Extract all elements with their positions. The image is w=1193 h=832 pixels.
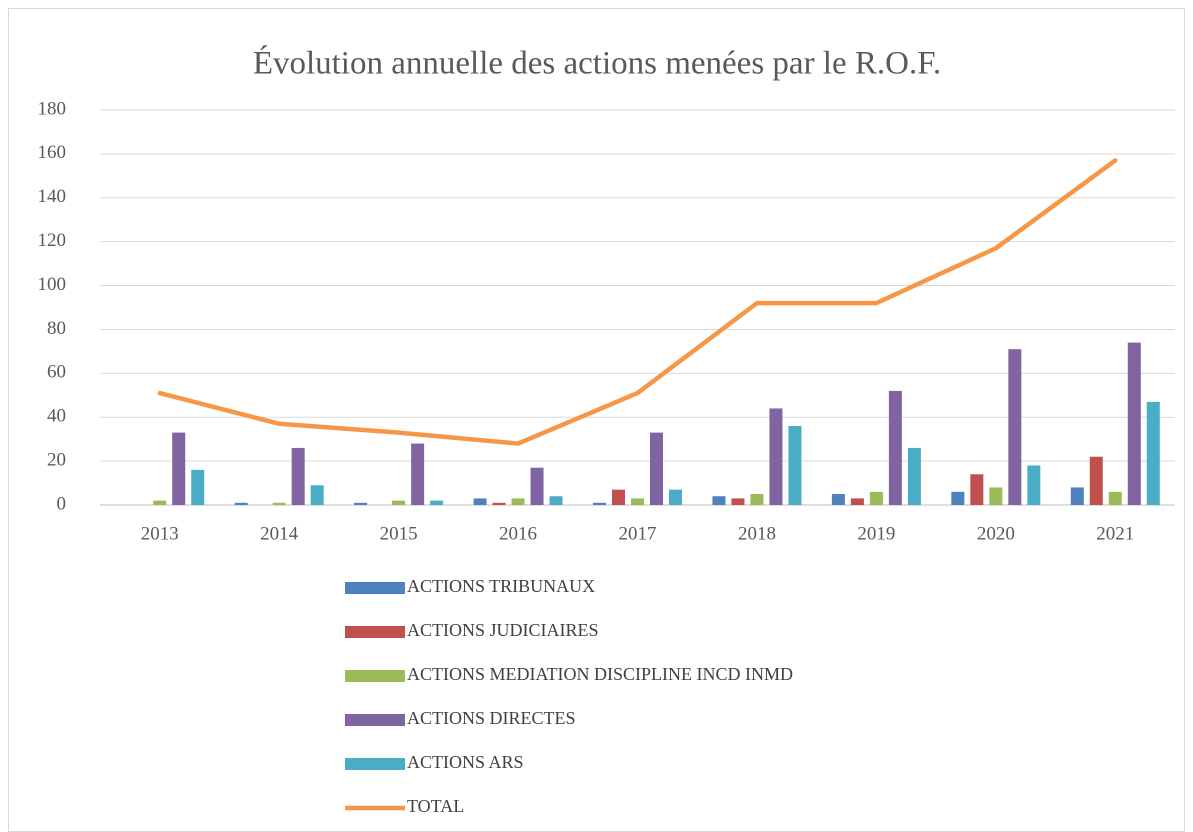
bar (530, 467, 544, 505)
bar (411, 443, 425, 505)
legend-swatch (345, 670, 405, 682)
x-tick-label: 2017 (619, 523, 657, 544)
y-tick-label: 140 (38, 186, 67, 207)
bar (1008, 349, 1022, 505)
bar (430, 500, 444, 505)
bar (1089, 456, 1103, 505)
x-tick-label: 2015 (380, 523, 418, 544)
y-tick-label: 80 (47, 318, 66, 339)
legend-label: ACTIONS ARS (407, 752, 524, 772)
bar (492, 502, 506, 505)
x-tick-label: 2016 (499, 523, 537, 544)
bar (593, 502, 606, 505)
y-tick-label: 100 (38, 274, 67, 295)
bar (392, 500, 406, 505)
y-tick-label: 0 (57, 493, 67, 514)
bar (769, 408, 783, 505)
bar (951, 491, 965, 505)
bar (750, 494, 764, 505)
x-tick-label: 2020 (977, 523, 1015, 544)
legend-label: ACTIONS DIRECTES (407, 708, 576, 728)
chart-title: Évolution annuelle des actions menées pa… (253, 45, 941, 82)
legend-swatch (345, 582, 405, 594)
bar (650, 432, 663, 505)
x-tick-label: 2018 (738, 523, 776, 544)
y-tick-label: 160 (38, 142, 67, 163)
y-tick-label: 60 (47, 362, 66, 383)
bar (831, 494, 845, 505)
bar (631, 498, 644, 505)
bar (970, 474, 984, 505)
bar (850, 498, 864, 505)
legend-swatch (345, 758, 405, 770)
y-tick-label: 120 (38, 230, 67, 251)
bar (788, 426, 802, 505)
legend-label: TOTAL (407, 796, 464, 816)
bar (989, 487, 1003, 505)
bar (354, 502, 368, 505)
bar (1070, 487, 1084, 505)
bar (869, 491, 883, 505)
bar (712, 496, 726, 505)
bar (731, 498, 745, 505)
line (157, 158, 1118, 446)
legend-label: ACTIONS TRIBUNAUX (407, 576, 595, 596)
y-tick-label: 180 (38, 98, 67, 119)
bar (473, 498, 487, 505)
bar (172, 432, 186, 505)
bar (1146, 401, 1160, 505)
bar (907, 447, 921, 505)
x-tick-label: 2019 (857, 523, 895, 544)
bar (511, 498, 525, 505)
legend: ACTIONS TRIBUNAUX ACTIONS JUDICIAIRES ACTI… (345, 576, 793, 816)
bar (291, 447, 305, 505)
bar (1027, 465, 1041, 505)
bar (234, 502, 248, 505)
y-tick-label: 20 (47, 449, 66, 470)
x-tick-label: 2014 (260, 523, 299, 544)
bar (549, 496, 563, 505)
bar (888, 390, 902, 505)
bar (272, 502, 286, 505)
x-tick-label: 2021 (1096, 523, 1134, 544)
bar (669, 489, 682, 505)
bar (1127, 342, 1141, 505)
bar (612, 489, 625, 505)
bar (1108, 491, 1122, 505)
legend-swatch (345, 714, 405, 726)
chart-border (8, 8, 1185, 832)
bar (191, 469, 205, 505)
y-tick-label: 40 (47, 406, 66, 427)
legend-swatch (345, 626, 405, 638)
legend-label: ACTIONS JUDICIAIRES (407, 620, 599, 640)
legend-label: ACTIONS MEDIATION DISCIPLINE INCD INMD (407, 664, 793, 684)
x-tick-label: 2013 (141, 523, 179, 544)
bar (153, 500, 167, 505)
bar (310, 485, 324, 505)
